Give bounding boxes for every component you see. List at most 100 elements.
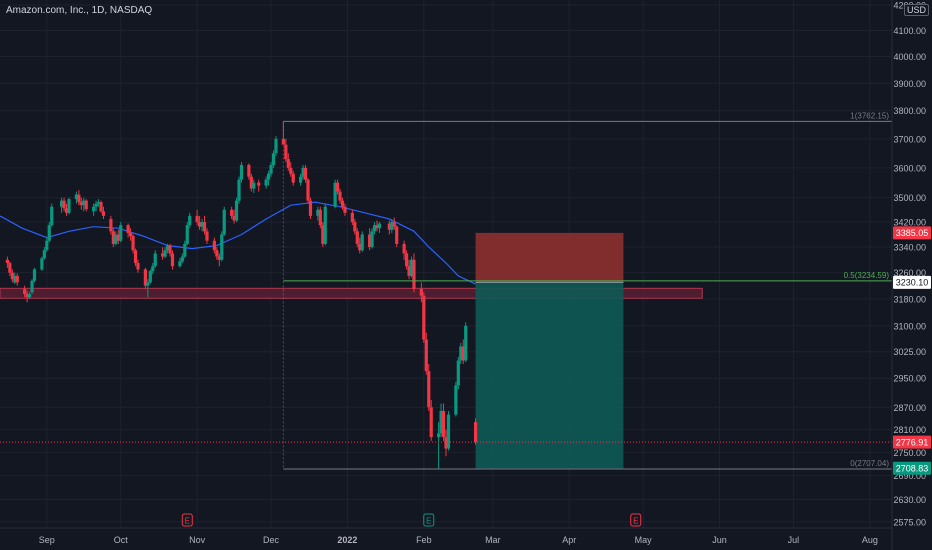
y-tick-label: 2810.00	[893, 425, 926, 435]
candle-body	[404, 253, 409, 267]
candle	[92, 203, 96, 216]
candle-body	[30, 280, 34, 293]
candle	[42, 247, 46, 260]
price-label: 3385.05	[893, 226, 931, 240]
candle	[143, 267, 147, 289]
time-axis[interactable]: Sep Oct Nov Dec 2022 Feb Mar Apr May Jun Jul Aug	[0, 527, 892, 545]
candle	[84, 199, 88, 212]
candle	[114, 231, 118, 246]
candle	[316, 206, 320, 221]
candle-body	[353, 222, 357, 232]
candle	[202, 215, 207, 235]
candle	[303, 164, 308, 183]
candle-body	[419, 288, 423, 296]
candle	[284, 138, 288, 163]
candle-body	[42, 250, 46, 259]
candle	[205, 228, 209, 244]
candle	[301, 164, 305, 180]
candle	[23, 285, 27, 298]
candle	[333, 179, 337, 209]
earnings-event[interactable]: E	[181, 513, 193, 527]
candle-body	[82, 200, 86, 206]
candle	[131, 234, 135, 254]
candle-body	[306, 179, 310, 201]
candle	[395, 225, 399, 248]
price-label: 3230.10	[893, 275, 931, 289]
y-tick-label: 2630.00	[893, 495, 926, 505]
x-tick-label: Aug	[862, 535, 878, 545]
candle-body	[370, 231, 374, 248]
candle	[308, 197, 313, 219]
candle	[409, 256, 414, 278]
candle-body	[264, 179, 268, 186]
candle-body	[23, 288, 27, 294]
fib-level-label: 0.5(3234.59)	[844, 271, 890, 280]
candle-body	[473, 422, 478, 443]
candle	[350, 209, 354, 226]
candle-body	[323, 206, 327, 244]
earnings-event[interactable]: E	[423, 513, 435, 527]
candle	[441, 403, 446, 441]
candle	[249, 173, 253, 192]
candle	[252, 179, 256, 194]
y-tick-label: 2870.00	[893, 403, 926, 413]
candle	[146, 279, 150, 298]
price-label-text: 3385.05	[896, 228, 929, 238]
candle-body	[136, 262, 140, 270]
candle	[109, 215, 113, 235]
candle-body	[387, 223, 391, 230]
price-label-text: 2708.83	[896, 464, 929, 474]
candle-body	[269, 164, 273, 174]
x-tick-label: Feb	[416, 535, 432, 545]
candle-body	[84, 200, 88, 210]
earnings-symbol: E	[185, 517, 190, 526]
candle	[185, 222, 189, 246]
candle	[358, 237, 362, 254]
candle-body	[40, 258, 44, 270]
candle	[404, 250, 409, 270]
price-label: 2708.83	[893, 461, 931, 475]
candle	[64, 203, 69, 216]
candle	[116, 229, 120, 244]
candle	[165, 243, 170, 254]
candle	[412, 253, 416, 293]
candle	[390, 218, 394, 233]
candle	[197, 215, 202, 230]
candle	[217, 253, 221, 267]
chart-drawings[interactable]	[0, 232, 703, 469]
candle-body	[377, 223, 382, 229]
candle-body	[195, 215, 199, 223]
earnings-event[interactable]: E	[630, 513, 642, 527]
candle-body	[220, 234, 224, 260]
candle-body	[338, 191, 342, 201]
candle	[212, 237, 216, 254]
y-tick-label: 3025.00	[893, 347, 926, 357]
candle-body	[217, 256, 221, 260]
candle-body	[8, 262, 12, 273]
y-tick-label: 3600.00	[893, 163, 926, 173]
candle	[353, 218, 357, 235]
y-tick-label: 3500.00	[893, 193, 926, 203]
candle	[79, 197, 83, 210]
candle	[148, 269, 152, 285]
x-tick-label: 2022	[337, 535, 357, 545]
candle-body	[77, 194, 81, 203]
candle-body	[161, 253, 165, 257]
symbol-title[interactable]: Amazon.com, Inc., 1D, NASDAQ	[6, 5, 153, 16]
candle-body	[308, 200, 313, 216]
candle-body	[205, 231, 209, 241]
candle	[473, 418, 478, 445]
chart-annotations[interactable]: 1(3762.15) 0.5(3234.59) 0(2707.04)	[0, 111, 892, 470]
candle	[153, 250, 157, 268]
candle-body	[168, 245, 172, 254]
candle	[215, 247, 219, 260]
currency-badge[interactable]: USD	[904, 4, 930, 16]
candle-body	[284, 144, 288, 160]
earnings-symbol: E	[426, 517, 431, 526]
candle-body	[303, 167, 308, 180]
moving-average-path	[0, 201, 476, 285]
candle-body	[257, 182, 261, 186]
